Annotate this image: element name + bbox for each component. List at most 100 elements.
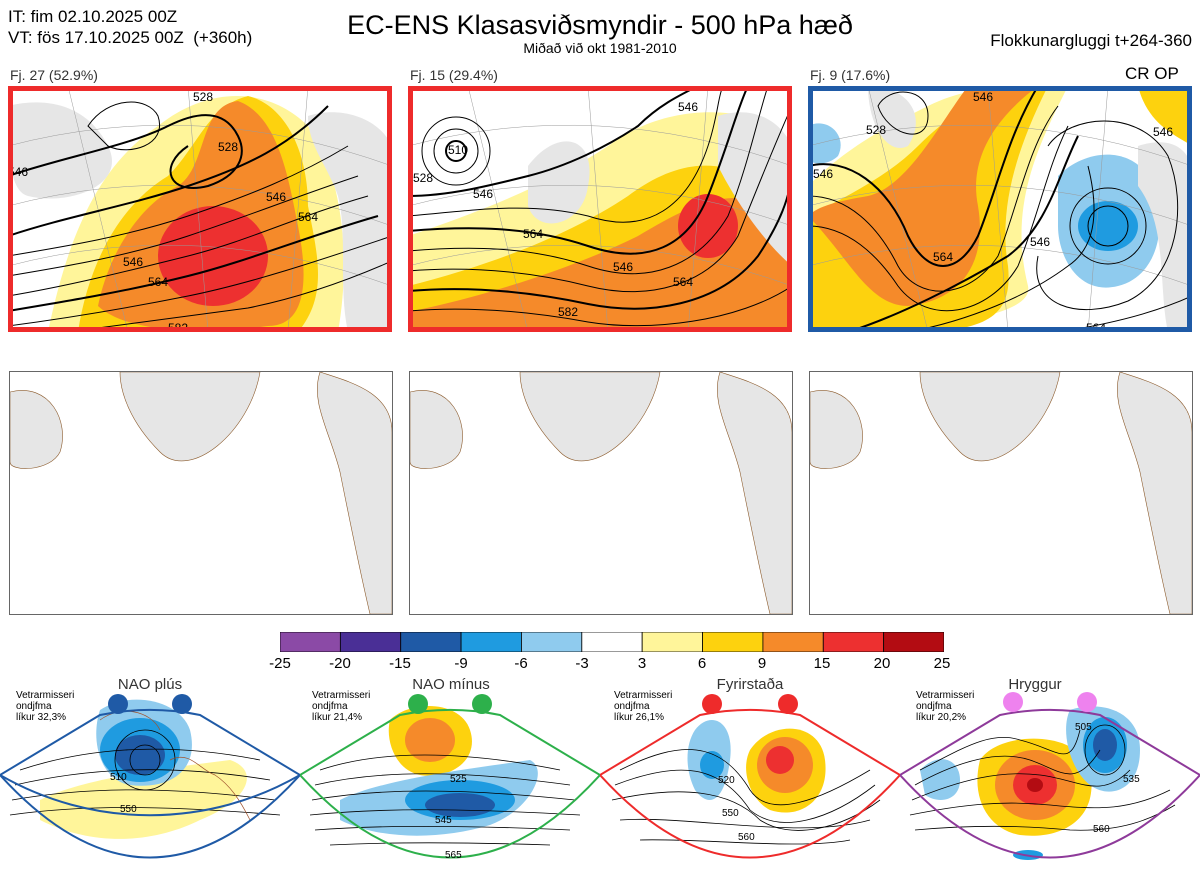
regime-info-line: líkur 32,3% <box>16 712 67 723</box>
contour-label: 564 <box>148 275 168 289</box>
contour-label: 564 <box>1086 321 1106 332</box>
contour-label: 510 <box>448 143 468 157</box>
regime-2-border <box>299 708 601 776</box>
empty-map-2 <box>409 371 793 615</box>
regime-4-map: 505 535 560 <box>899 690 1200 871</box>
contour-label: 582 <box>558 305 578 319</box>
regime-info-line: Vetrarmisseri <box>312 690 371 701</box>
empty-map-2-svg <box>410 372 792 614</box>
colorbar-tick: 3 <box>637 655 647 672</box>
colorbar-segment <box>581 631 643 653</box>
regime-4-dot <box>1077 692 1097 712</box>
contour-label: 546 <box>813 167 833 181</box>
empty-map-3 <box>809 371 1193 615</box>
colorbar-tick: 20 <box>873 655 891 672</box>
regime-3-dot <box>702 694 722 714</box>
colorbar-tick: -9 <box>454 655 468 672</box>
regime-2-dot <box>408 694 428 714</box>
empty-map-3-svg <box>810 372 1192 614</box>
contour-label: 546 <box>973 90 993 104</box>
contour-label: 528 <box>413 171 433 185</box>
contour-label: 560 <box>738 832 755 843</box>
regime-1-dot <box>172 694 192 714</box>
contour-label: 528 <box>218 140 238 154</box>
contour-label: 528 <box>193 90 213 104</box>
page-title: EC-ENS Klasasviðsmyndir - 500 hPa hæð <box>347 10 853 40</box>
contour-label: 510 <box>110 772 127 783</box>
regime-info-line: Vetrarmisseri <box>16 690 75 701</box>
contour-label: 520 <box>718 775 735 786</box>
regime-1-svg: 510 550 <box>0 694 302 859</box>
colorbar-tick: -3 <box>575 655 589 672</box>
cluster-2-label: Fj. 15 (29.4%) <box>410 67 498 83</box>
regime-3-map: 520 550 560 <box>599 690 901 871</box>
regime-2-svg: 525 545 565 <box>299 694 601 861</box>
colorbar-tick: -25 <box>269 655 291 672</box>
page-subtitle: Miðað við okt 1981-2010 <box>523 40 677 56</box>
regime-info-line: ondjfma <box>614 701 650 712</box>
cluster-1-label: Fj. 27 (52.9%) <box>10 67 98 83</box>
regime-1-border <box>0 708 302 817</box>
colorbar-tick: -15 <box>389 655 411 672</box>
contour-label: 535 <box>1123 774 1140 785</box>
contour-label: 546 <box>266 190 286 204</box>
colorbar-segment <box>279 631 341 653</box>
colorbar-segment <box>702 631 764 653</box>
regime-1-dot <box>108 694 128 714</box>
regime-2-dot <box>472 694 492 714</box>
contour-label: 565 <box>445 850 462 861</box>
colorbar-tick: -20 <box>329 655 351 672</box>
cluster-2-border <box>408 86 792 332</box>
contour-label: 528 <box>866 123 886 137</box>
regime-2-info: Vetrarmisseri ondjfma líkur 21,4% <box>312 690 370 723</box>
header-info: IT: fim 02.10.2025 00Z VT: fös 17.10.202… <box>8 6 252 48</box>
colorbar-tick: 25 <box>933 655 951 672</box>
colorbar-tick: 9 <box>757 655 767 672</box>
colorbar-segment <box>883 631 945 653</box>
regime-info-line: líkur 21,4% <box>312 712 363 723</box>
valid-time: VT: fös 17.10.2025 00Z (+360h) <box>8 28 253 47</box>
contour-label: 545 <box>435 815 452 826</box>
regime-4-dot <box>1003 692 1023 712</box>
colorbar-segment <box>521 631 583 653</box>
cluster-map-3-svg: 546 528 546 564 546 564 546 <box>808 86 1192 332</box>
regime-info-line: líkur 20,2% <box>916 712 967 723</box>
cr-op-label: CR OP <box>1125 64 1179 83</box>
colorbar-segment <box>762 631 824 653</box>
contour-label: 550 <box>120 804 137 815</box>
contour-label: 550 <box>722 808 739 819</box>
regime-info-line: ondjfma <box>916 701 952 712</box>
colorbar-segment <box>460 631 522 653</box>
contour-label: 546 <box>1030 235 1050 249</box>
regime-4-title: Hryggur <box>1008 676 1062 693</box>
init-time: IT: fim 02.10.2025 00Z <box>8 7 178 26</box>
regime-4-border <box>899 708 1200 776</box>
contour-label: 560 <box>1093 824 1110 835</box>
contour-label: 505 <box>1075 722 1092 733</box>
contour-label: 546 <box>1153 125 1173 139</box>
contour-label: 564 <box>933 250 953 264</box>
cluster-map-3: 546 528 546 564 546 564 546 <box>808 86 1192 332</box>
regime-info-line: Vetrarmisseri <box>614 690 673 701</box>
regime-3-border <box>599 708 901 776</box>
regime-2-title: NAO mínus <box>412 676 490 693</box>
regime-3-info: Vetrarmisseri ondjfma líkur 26,1% <box>614 690 672 723</box>
contour-label: 564 <box>298 210 318 224</box>
colorbar-segment <box>339 631 402 653</box>
colorbar-tick: 15 <box>813 655 831 672</box>
regime-info-line: Vetrarmisseri <box>916 690 975 701</box>
cluster-3-label: Fj. 9 (17.6%) <box>810 67 891 83</box>
regime-info-line: ondjfma <box>16 701 52 712</box>
regime-3-svg: 520 550 560 <box>599 694 901 859</box>
contour-label: 525 <box>450 774 467 785</box>
cluster-map-2-svg: 510 528 546 564 546 564 582 546 <box>408 86 792 332</box>
regime-2-map: 525 545 565 <box>299 690 601 871</box>
regime-1-map: 510 550 <box>0 690 302 871</box>
regime-info-line: líkur 26,1% <box>614 712 665 723</box>
contour-label: 546 <box>473 187 493 201</box>
colorbar <box>279 631 945 653</box>
regime-4-svg: 505 535 560 <box>899 692 1200 860</box>
contour-label: 546 <box>613 260 633 274</box>
classification-window: Flokkunargluggi t+264-360 <box>990 31 1192 50</box>
empty-map-1-svg <box>10 372 392 614</box>
